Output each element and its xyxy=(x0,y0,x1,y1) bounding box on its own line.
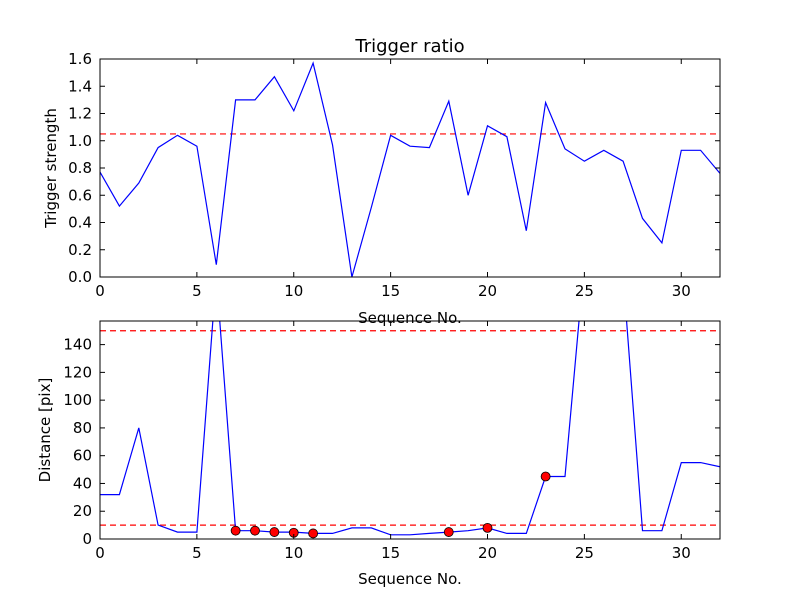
y-tick-label: 1.6 xyxy=(68,50,92,68)
plot-clip-group xyxy=(100,61,720,277)
x-tick-label: 15 xyxy=(381,282,400,300)
y-tick-label: 100 xyxy=(63,391,92,409)
x-tick-label: 0 xyxy=(95,544,105,562)
plot-area: 0 5 10 15 20 25 30 0.0 0.2 0.4 0.6 0.8 1.0 1.2 1.4 1.6 xyxy=(68,50,721,300)
y-tick-label: 0 xyxy=(82,530,92,548)
data-point-marker xyxy=(250,525,260,536)
x-tick-label: 20 xyxy=(478,544,497,562)
x-tick-label: 15 xyxy=(381,544,400,562)
y-tick-label: 60 xyxy=(73,447,92,465)
x-tick-label: 25 xyxy=(575,282,594,300)
x-tick-label: 20 xyxy=(478,282,497,300)
plot-clip-group xyxy=(100,321,720,539)
x-tick-label: 25 xyxy=(575,544,594,562)
trigger-ratio-chart: Trigger ratio Sequence No. Trigger stren… xyxy=(42,36,721,327)
x-tick-label: 30 xyxy=(672,544,691,562)
data-point-marker xyxy=(443,527,454,537)
data-point-marker xyxy=(230,525,241,536)
x-tick-label: 10 xyxy=(284,544,303,562)
data-point-marker xyxy=(269,527,280,537)
y-tick-label: 120 xyxy=(63,363,92,381)
y-tick-label: 0.2 xyxy=(68,241,92,259)
y-tick-label: 0.8 xyxy=(68,159,92,177)
x-tick-label: 30 xyxy=(672,282,691,300)
y-tick-label: 1.4 xyxy=(68,77,92,95)
x-axis-label: Sequence No. xyxy=(358,309,462,327)
plot-frame xyxy=(99,320,721,540)
y-axis-label: Trigger strength xyxy=(42,108,60,229)
x-tick-label: 10 xyxy=(284,282,303,300)
y-tick-label: 0.0 xyxy=(68,268,92,286)
y-tick-label: 80 xyxy=(73,419,92,437)
x-axis-label: Sequence No. xyxy=(358,570,462,588)
y-tick-label: 1.0 xyxy=(68,132,92,150)
y-tick-label: 40 xyxy=(73,474,92,492)
distance-chart: Sequence No. Distance [pix] 0 5 10 15 20 25 30… xyxy=(36,320,721,588)
y-tick-label: 140 xyxy=(63,336,92,354)
y-tick-label: 0.6 xyxy=(68,186,92,204)
data-point-marker xyxy=(482,522,493,533)
series-line xyxy=(100,61,720,277)
plot-frame xyxy=(99,58,721,278)
plot-area: 0 5 10 15 20 25 30 0 20 40 60 80 100 120 140 xyxy=(63,320,721,562)
series-line xyxy=(100,321,720,536)
y-tick-label: 1.2 xyxy=(68,105,92,123)
y-tick-label: 0.4 xyxy=(68,214,92,232)
data-point-marker xyxy=(540,471,551,482)
x-tick-label: 5 xyxy=(192,282,202,300)
chart-title: Trigger ratio xyxy=(354,36,464,57)
data-point-marker xyxy=(308,528,319,539)
x-tick-label: 0 xyxy=(95,282,105,300)
y-axis-label: Distance [pix] xyxy=(36,378,54,483)
y-tick-label: 20 xyxy=(73,502,92,520)
x-tick-label: 5 xyxy=(192,544,202,562)
